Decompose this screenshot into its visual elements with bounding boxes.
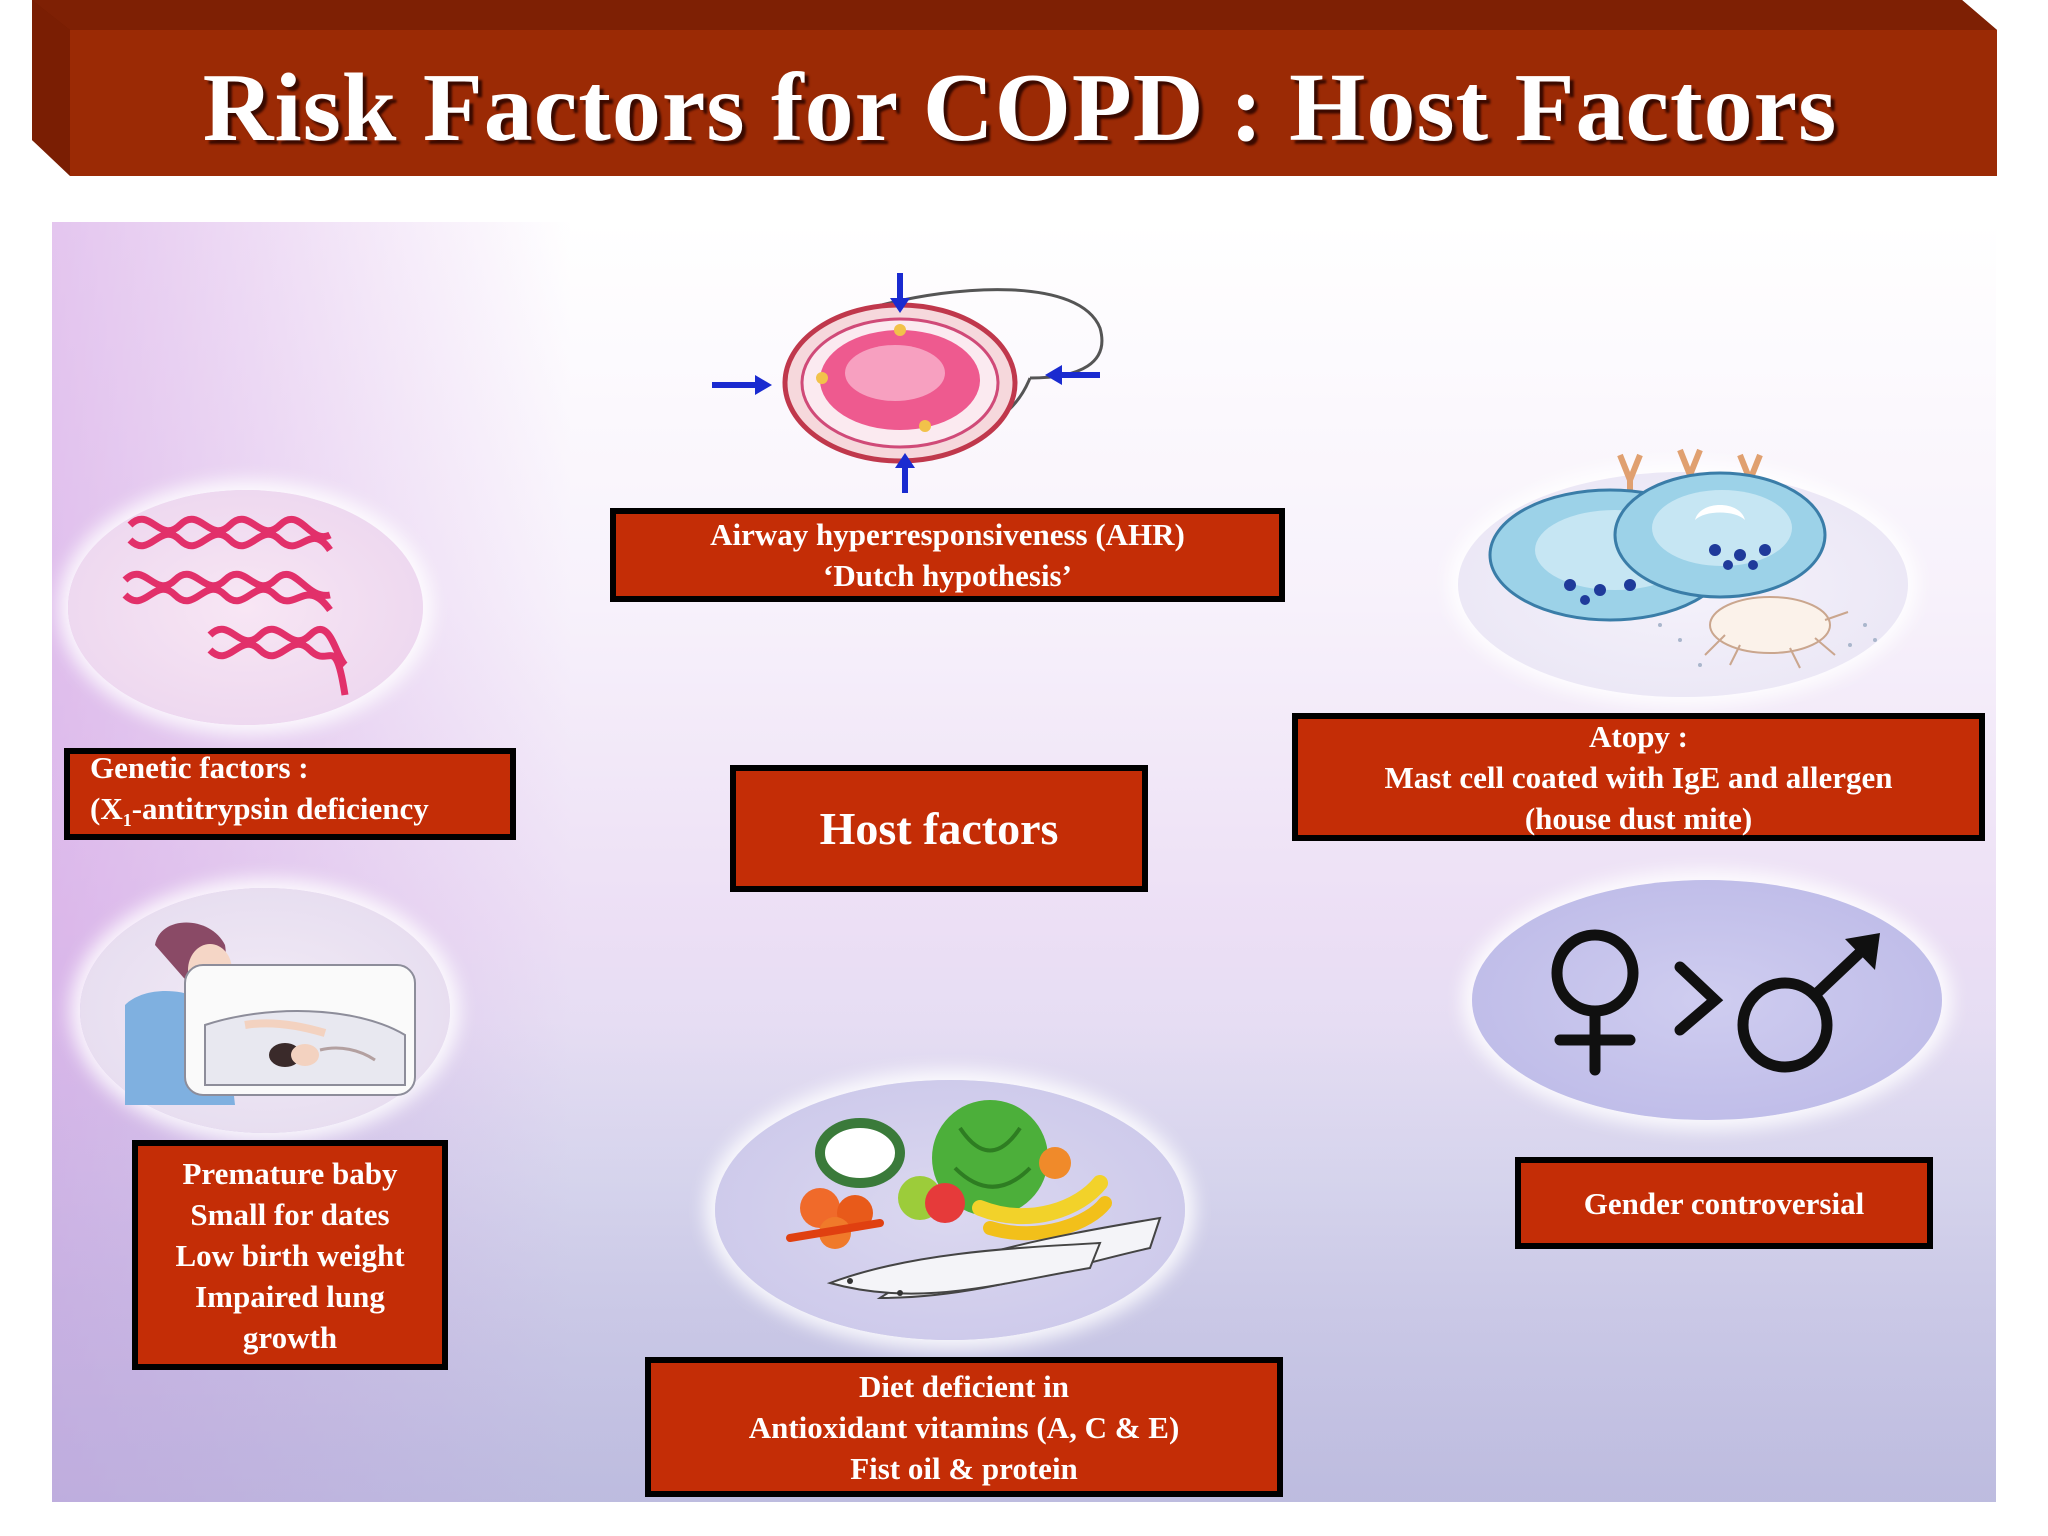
atopy-line-1: Atopy : [1588,718,1689,754]
genetic-line-2-sub: 1 [122,810,132,831]
host-factors-box: Host factors [730,765,1148,892]
genetic-line-2-suffix: -antitrypsin deficiency [131,790,429,826]
banner-shape [32,0,1997,176]
title-banner [32,0,1997,176]
gender-line-1: Gender controversial [1583,1185,1865,1221]
airway-line-2: ‘Dutch hypothesis’ [823,558,1072,593]
airway-line-1: Airway hyperresponsiveness (AHR) [710,517,1185,552]
dna-helix-icon [122,515,349,696]
diet-box: Diet deficient in Antioxidant vitamins (… [645,1357,1283,1497]
airway-cross-section-icon [712,273,1104,493]
genetic-line-2: (X1-antitrypsin deficiency [90,788,429,841]
premature-line-5: growth [242,1319,338,1355]
atopy-line-3: (house dust mite) [1524,800,1753,836]
fruits-vegetables-fish-icon [786,1100,1162,1300]
dna-oval [68,490,423,725]
host-factors-label: Host factors [819,803,1059,854]
genetic-line-1: Genetic factors : [90,749,309,785]
diet-line-2: Antioxidant vitamins (A, C & E) [748,1409,1180,1445]
genetic-line-2-prefix: (X [90,790,123,826]
diet-line-1: Diet deficient in [858,1368,1070,1404]
premature-line-2: Small for dates [190,1196,390,1232]
airway-box: Airway hyperresponsiveness (AHR) ‘Dutch … [610,508,1285,602]
atopy-box: Atopy : Mast cell coated with IgE and al… [1292,713,1985,841]
atopy-line-2: Mast cell coated with IgE and allergen [1384,759,1893,795]
mother-and-baby-icon [125,922,416,1105]
gender-box: Gender controversial [1515,1157,1933,1249]
premature-line-3: Low birth weight [175,1237,405,1273]
diet-line-3: Fist oil & protein [850,1450,1078,1486]
genetic-box: Genetic factors : (X1-antitrypsin defici… [64,748,516,840]
gender-symbols-icon [1551,929,1880,1076]
mast-cell-dust-mite-icon [1488,448,1877,669]
premature-line-1: Premature baby [182,1155,398,1191]
premature-line-4: Impaired lung [195,1278,385,1314]
page-title: Risk Factors for COPD : Host Factors [202,54,1838,162]
premature-box: Premature baby Small for dates Low birth… [132,1140,448,1370]
